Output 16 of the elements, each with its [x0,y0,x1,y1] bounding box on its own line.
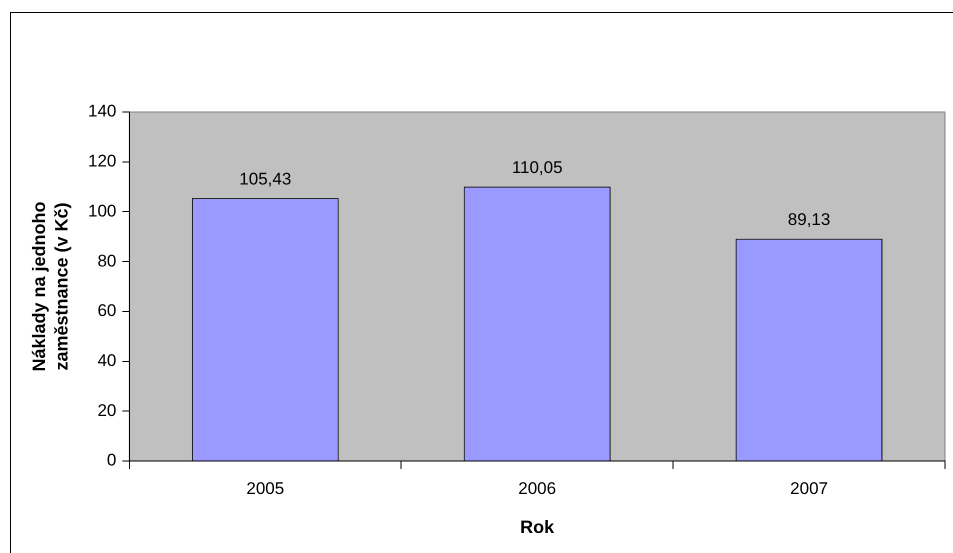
y-tick-label: 20 [97,400,116,420]
x-tick-label: 2005 [246,478,284,498]
y-axis-title: Náklady na jednoho zaměstnance (v Kč) [29,201,72,372]
x-axis-title: Rok [520,517,556,538]
x-tick-label: 2007 [790,478,828,498]
y-tick-label: 100 [88,201,116,220]
y-tick-label: 0 [106,450,116,470]
y-tick-label: 120 [88,152,116,171]
x-tick-label: 2006 [518,478,556,498]
y-tick-label: 140 [88,102,116,121]
data-label: 110,05 [512,158,563,177]
y-tick-label: 60 [97,301,116,320]
data-label: 105,43 [239,169,292,188]
y-tick-label: 40 [97,350,116,370]
y-tick-label: 80 [97,251,116,270]
data-label: 89,13 [788,210,830,229]
